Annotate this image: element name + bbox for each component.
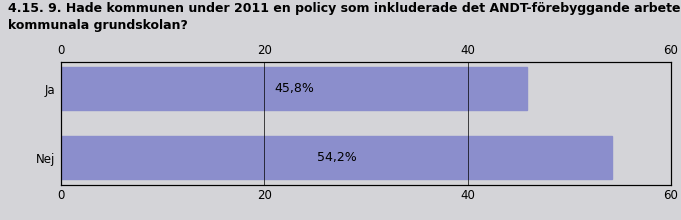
Text: 4.15. 9. Hade kommunen under 2011 en policy som inkluderade det ANDT-förebyggand: 4.15. 9. Hade kommunen under 2011 en pol… (8, 2, 681, 32)
Text: 45,8%: 45,8% (274, 82, 314, 95)
Bar (61, 67, 526, 110)
Bar (61, 136, 612, 179)
Text: 54,2%: 54,2% (317, 151, 356, 164)
